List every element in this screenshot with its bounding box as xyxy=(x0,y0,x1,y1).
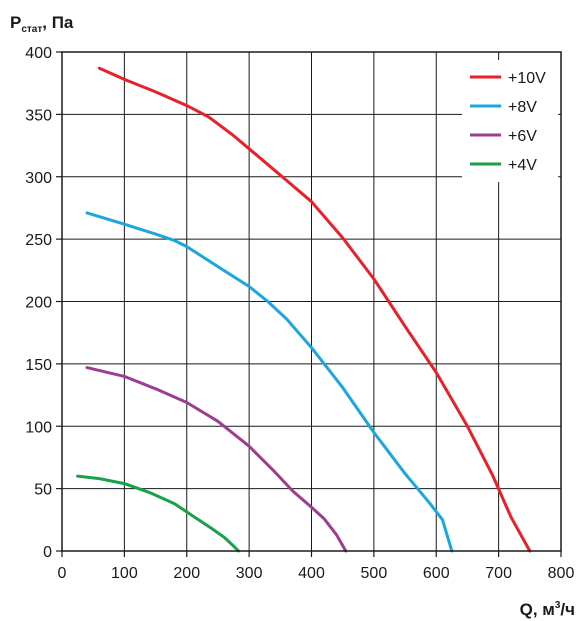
x-axis-title-sup: 3 xyxy=(555,600,561,611)
x-tick-label-4: 400 xyxy=(298,565,325,582)
x-tick-label-1: 100 xyxy=(111,565,138,582)
legend-label-2: +6V xyxy=(508,128,537,145)
y-tick-label-7: 350 xyxy=(25,107,52,124)
x-tick-label-2: 200 xyxy=(173,565,200,582)
legend-label-1: +8V xyxy=(508,99,537,116)
x-axis-title-main: Q, м xyxy=(520,600,555,619)
legend-background xyxy=(462,60,558,182)
y-tick-label-0: 0 xyxy=(43,544,52,561)
y-axis-title: Pстат, Па xyxy=(10,13,74,35)
y-tick-label-2: 100 xyxy=(25,419,52,436)
x-tick-label-5: 500 xyxy=(361,565,388,582)
x-axis-title-rest: /ч xyxy=(560,600,575,619)
x-axis-title: Q, м3/ч xyxy=(520,600,575,619)
x-tick-label-7: 700 xyxy=(485,565,512,582)
series-line-1 xyxy=(85,211,454,553)
series-line-0 xyxy=(97,66,532,553)
y-tick-label-5: 250 xyxy=(25,232,52,249)
y-axis-title-main: P xyxy=(10,13,21,32)
series-line-2 xyxy=(85,366,348,553)
x-tick-label-8: 800 xyxy=(548,565,575,582)
y-tick-label-3: 150 xyxy=(25,357,52,374)
series-lines xyxy=(76,66,532,553)
y-tick-label-8: 400 xyxy=(25,45,52,62)
y-axis-title-rest: , Па xyxy=(42,13,74,32)
y-tick-label-6: 300 xyxy=(25,170,52,187)
y-tick-label-4: 200 xyxy=(25,295,52,312)
x-tick-label-6: 600 xyxy=(423,565,450,582)
series-line-3 xyxy=(76,474,240,553)
legend-label-0: +10V xyxy=(508,70,546,87)
y-axis-title-sub: стат xyxy=(21,24,42,35)
y-tick-labels: 0 50 100 150 200 250 300 350 400 xyxy=(25,45,52,561)
legend-label-3: +4V xyxy=(508,157,537,174)
x-tick-labels: 0 100 200 300 400 500 600 700 800 xyxy=(58,565,575,582)
x-tick-label-0: 0 xyxy=(58,565,67,582)
y-tick-label-1: 50 xyxy=(34,482,52,499)
legend: +10V +8V +6V +4V xyxy=(462,60,558,182)
axes xyxy=(56,51,562,557)
x-tick-label-3: 300 xyxy=(236,565,263,582)
